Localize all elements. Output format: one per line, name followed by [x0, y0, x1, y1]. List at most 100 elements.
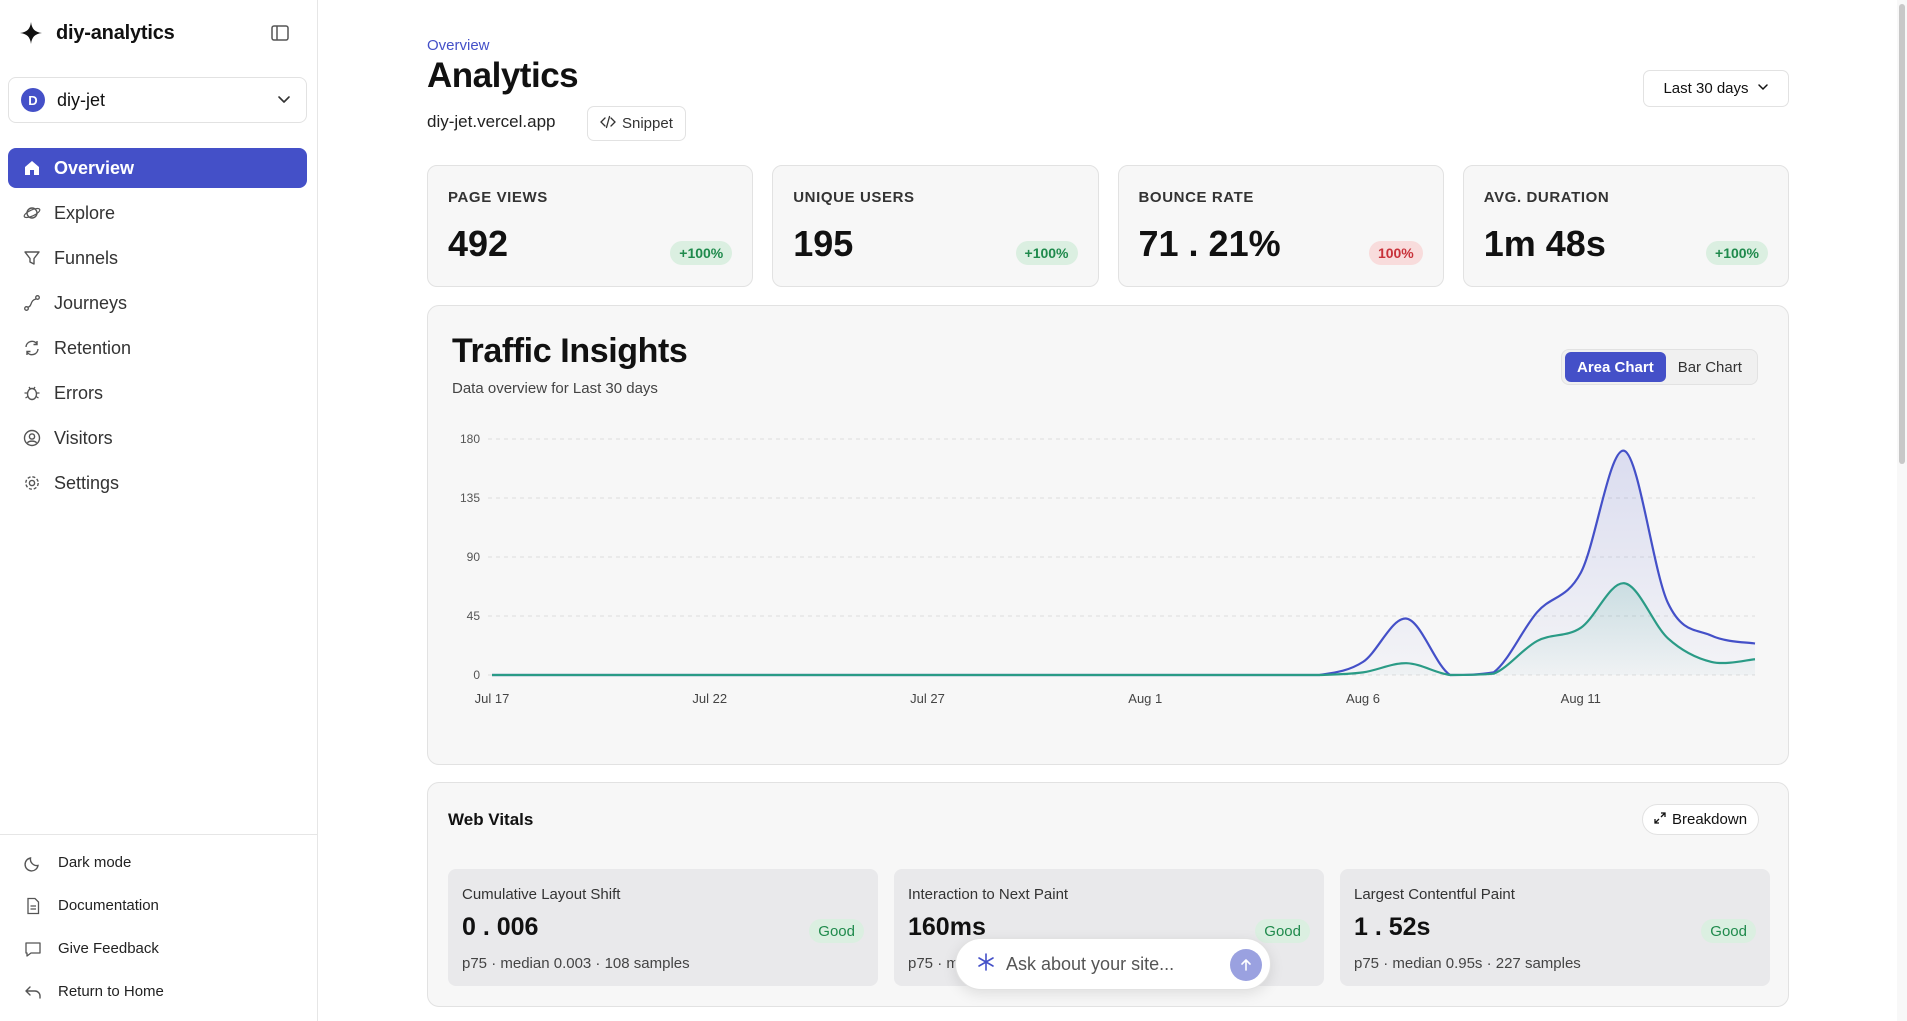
vital-status-badge: Good: [1701, 919, 1756, 943]
site-url: diy-jet.vercel.app: [427, 112, 556, 131]
stat-change-badge: 100%: [1368, 241, 1423, 265]
nav-item-errors[interactable]: Errors: [8, 373, 307, 413]
bar-chart-tab[interactable]: Bar Chart: [1677, 358, 1742, 376]
series-line-1: [492, 582, 1756, 677]
nav-label: Settings: [54, 472, 120, 493]
nav-label: Explore: [54, 202, 116, 223]
vital-meta: p75 · median 0.003 · 108 samples: [462, 955, 690, 972]
send-arrow-icon[interactable]: [1230, 949, 1262, 981]
nav-item-visitors[interactable]: Visitors: [8, 418, 307, 458]
nav-item-journeys[interactable]: Journeys: [8, 283, 307, 323]
brand-name: diy-analytics: [56, 21, 175, 44]
dark-mode-toggle[interactable]: Dark mode: [0, 841, 318, 884]
stat-change-badge: +100%: [1015, 241, 1078, 265]
document-icon: [24, 897, 42, 915]
stat-value: 195: [793, 223, 854, 264]
main-nav: Overview Explore Funnels Journeys Retent…: [8, 148, 307, 508]
vital-card-cls[interactable]: Cumulative Layout Shift 0 . 006 Good p75…: [448, 869, 878, 986]
ask-input[interactable]: [1006, 953, 1226, 975]
code-icon: [600, 115, 616, 133]
vital-value: 1 . 52s: [1354, 913, 1431, 941]
series-area-1: [492, 583, 1755, 675]
foot-label: Give Feedback: [58, 940, 159, 957]
area-chart-tab[interactable]: Area Chart: [1565, 352, 1666, 382]
project-selector[interactable]: D diy-jet: [8, 77, 307, 123]
breakdown-button[interactable]: Breakdown: [1642, 804, 1760, 835]
page-title: Analytics: [427, 56, 579, 95]
stat-change-badge: +100%: [670, 241, 733, 265]
nav-label: Retention: [54, 337, 132, 358]
chevron-down-icon: [1757, 80, 1769, 97]
stat-value: 71 . 21%: [1138, 223, 1281, 264]
nav-item-explore[interactable]: Explore: [8, 193, 307, 233]
foot-label: Return to Home: [58, 983, 164, 1000]
expand-icon: [1654, 811, 1666, 828]
vital-meta: p75 · median 0.95s · 227 samples: [1354, 955, 1581, 972]
stat-label: BOUNCE RATE: [1138, 189, 1254, 206]
brand[interactable]: diy-analytics: [18, 18, 175, 48]
return-home-link[interactable]: Return to Home: [0, 970, 318, 1013]
stat-label: PAGE VIEWS: [448, 189, 548, 206]
nav-item-settings[interactable]: Settings: [8, 463, 307, 503]
scrollbar-thumb[interactable]: [1899, 4, 1905, 464]
breakdown-label: Breakdown: [1672, 811, 1748, 828]
vital-status-badge: Good: [809, 919, 864, 943]
sidebar-toggle-icon[interactable]: [268, 21, 292, 45]
project-avatar: D: [21, 88, 45, 112]
x-tick-label: Aug 11: [1561, 691, 1601, 706]
snippet-label: Snippet: [622, 115, 673, 132]
nav-item-retention[interactable]: Retention: [8, 328, 307, 368]
sidebar-footer: Dark mode Documentation Give Feedback Re…: [0, 834, 318, 1013]
stat-card-page-views[interactable]: PAGE VIEWS 492 +100%: [427, 165, 754, 287]
vital-value: 160ms: [908, 913, 986, 941]
x-tick-label: Aug 1: [1128, 691, 1162, 706]
route-icon: [22, 293, 42, 313]
y-tick-label: 135: [460, 491, 480, 505]
x-tick-label: Jul 22: [692, 691, 727, 706]
chart-type-toggle: Area Chart Bar Chart: [1561, 349, 1758, 385]
stat-label: UNIQUE USERS: [793, 189, 915, 206]
user-circle-icon: [22, 428, 42, 448]
nav-label: Visitors: [54, 427, 113, 448]
give-feedback-link[interactable]: Give Feedback: [0, 927, 318, 970]
bug-icon: [22, 383, 42, 403]
chevron-down-icon: [276, 91, 292, 112]
foot-label: Dark mode: [58, 854, 132, 871]
nav-item-overview[interactable]: Overview: [8, 148, 307, 188]
date-range-label: Last 30 days: [1663, 80, 1749, 97]
stat-card-unique-users[interactable]: UNIQUE USERS 195 +100%: [772, 165, 1099, 287]
foot-label: Documentation: [58, 897, 159, 914]
planet-icon: [22, 203, 42, 223]
x-tick-label: Jul 17: [475, 691, 510, 706]
gear-icon: [22, 473, 42, 493]
filter-icon: [22, 248, 42, 268]
y-tick-label: 45: [467, 609, 481, 623]
project-name: diy-jet: [57, 89, 106, 110]
message-icon: [24, 940, 42, 958]
page-scrollbar[interactable]: [1897, 0, 1907, 1021]
stats-row: PAGE VIEWS 492 +100% UNIQUE USERS 195 +1…: [427, 165, 1789, 287]
y-tick-label: 0: [473, 668, 480, 682]
stat-card-avg-duration[interactable]: AVG. DURATION 1m 48s +100%: [1462, 165, 1789, 287]
stat-change-badge: +100%: [1706, 241, 1768, 265]
stat-card-bounce-rate[interactable]: BOUNCE RATE 71 . 21% 100%: [1117, 165, 1444, 287]
snippet-button[interactable]: Snippet: [587, 106, 686, 141]
vital-label: Interaction to Next Paint: [908, 886, 1069, 903]
nav-item-funnels[interactable]: Funnels: [8, 238, 307, 278]
web-vitals-title: Web Vitals: [448, 810, 534, 829]
stat-value: 1m 48s: [1483, 223, 1606, 264]
traffic-title: Traffic Insights: [452, 332, 688, 370]
y-tick-label: 90: [467, 550, 481, 564]
x-tick-label: Jul 27: [910, 691, 945, 706]
nav-label: Overview: [54, 157, 135, 178]
vital-label: Cumulative Layout Shift: [462, 886, 621, 903]
breadcrumb[interactable]: Overview: [427, 37, 490, 54]
vital-value: 0 . 006: [462, 913, 539, 941]
traffic-area-chart[interactable]: 0 45 90 135 180 Jul 17 Jul 22 Jul 27 Aug 1 Aug 6 A…: [428, 416, 1790, 766]
vital-status-badge: Good: [1255, 919, 1310, 943]
documentation-link[interactable]: Documentation: [0, 884, 318, 927]
vital-card-lcp[interactable]: Largest Contentful Paint 1 . 52s Good p7…: [1340, 869, 1770, 986]
traffic-insights-panel: Traffic Insights Data overview for Last …: [427, 305, 1789, 765]
date-range-select[interactable]: Last 30 days: [1643, 70, 1789, 107]
ask-ai-bar: [955, 938, 1271, 990]
